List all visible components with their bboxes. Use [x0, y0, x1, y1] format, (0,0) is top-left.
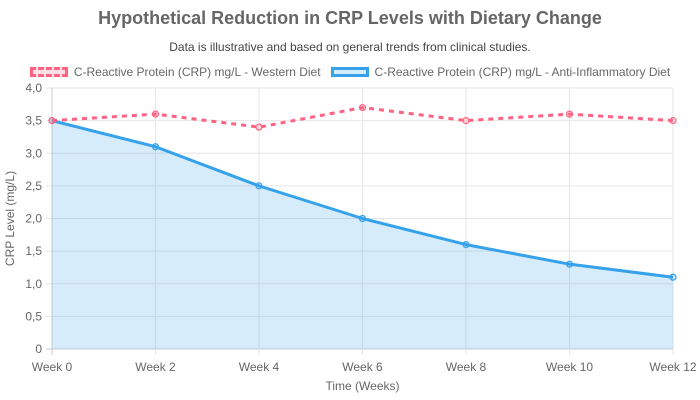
x-tick-label: Week 4	[239, 360, 280, 374]
y-tick-label: 2,0	[25, 212, 42, 226]
x-tick-label: Week 8	[446, 360, 487, 374]
data-point-western	[255, 123, 263, 131]
legend-swatch-western	[29, 67, 68, 77]
y-tick-label: 0,5	[25, 309, 42, 323]
chart-legend: C-Reactive Protein (CRP) mg/L - Western …	[0, 62, 700, 82]
legend-swatch-anti	[330, 67, 369, 77]
x-tick-label: Week 0	[32, 360, 73, 374]
y-tick-label: 2,5	[25, 179, 42, 193]
y-axis-title: CRP Level (mg/L)	[3, 171, 17, 266]
y-tick-label: 1,0	[25, 277, 42, 291]
data-point-anti	[565, 260, 574, 268]
series-line-anti	[51, 119, 674, 279]
data-point-western	[358, 103, 367, 112]
y-tick-label: 1,5	[25, 244, 42, 258]
x-axis-title: Time (Weeks)	[325, 379, 399, 393]
legend-item-anti[interactable]: C-Reactive Protein (CRP) mg/L - Anti-Inf…	[330, 65, 671, 79]
legend-item-western[interactable]: C-Reactive Protein (CRP) mg/L - Western …	[29, 65, 321, 79]
data-point-anti	[358, 214, 367, 223]
y-tick-label: 3,5	[25, 114, 42, 128]
legend-label-western: C-Reactive Protein (CRP) mg/L - Western …	[73, 65, 321, 79]
data-point-western	[565, 110, 574, 118]
data-point-western	[151, 110, 160, 118]
legend-label-anti: C-Reactive Protein (CRP) mg/L - Anti-Inf…	[374, 65, 671, 79]
data-point-western	[669, 117, 677, 125]
x-tick-label: Week 10	[546, 360, 593, 374]
x-tick-label: Week 6	[342, 360, 383, 374]
data-point-western	[48, 117, 56, 125]
x-tick-label: Week 2	[135, 360, 176, 374]
data-point-western	[462, 117, 470, 125]
x-tick-label: Week 12	[649, 360, 696, 374]
y-tick-label: 3,0	[25, 146, 42, 160]
chart-subtitle: Data is illustrative and based on genera…	[169, 40, 531, 54]
data-point-anti	[255, 182, 263, 190]
y-tick-label: 4,0	[25, 81, 42, 95]
chart-title: Hypothetical Reduction in CRP Levels wit…	[98, 8, 602, 28]
series-line-western	[51, 106, 674, 129]
data-point-anti	[151, 143, 160, 151]
series-area-anti	[52, 120, 673, 349]
y-tick-label: 0	[35, 342, 42, 356]
data-point-anti	[669, 273, 677, 281]
data-point-anti	[462, 241, 470, 249]
